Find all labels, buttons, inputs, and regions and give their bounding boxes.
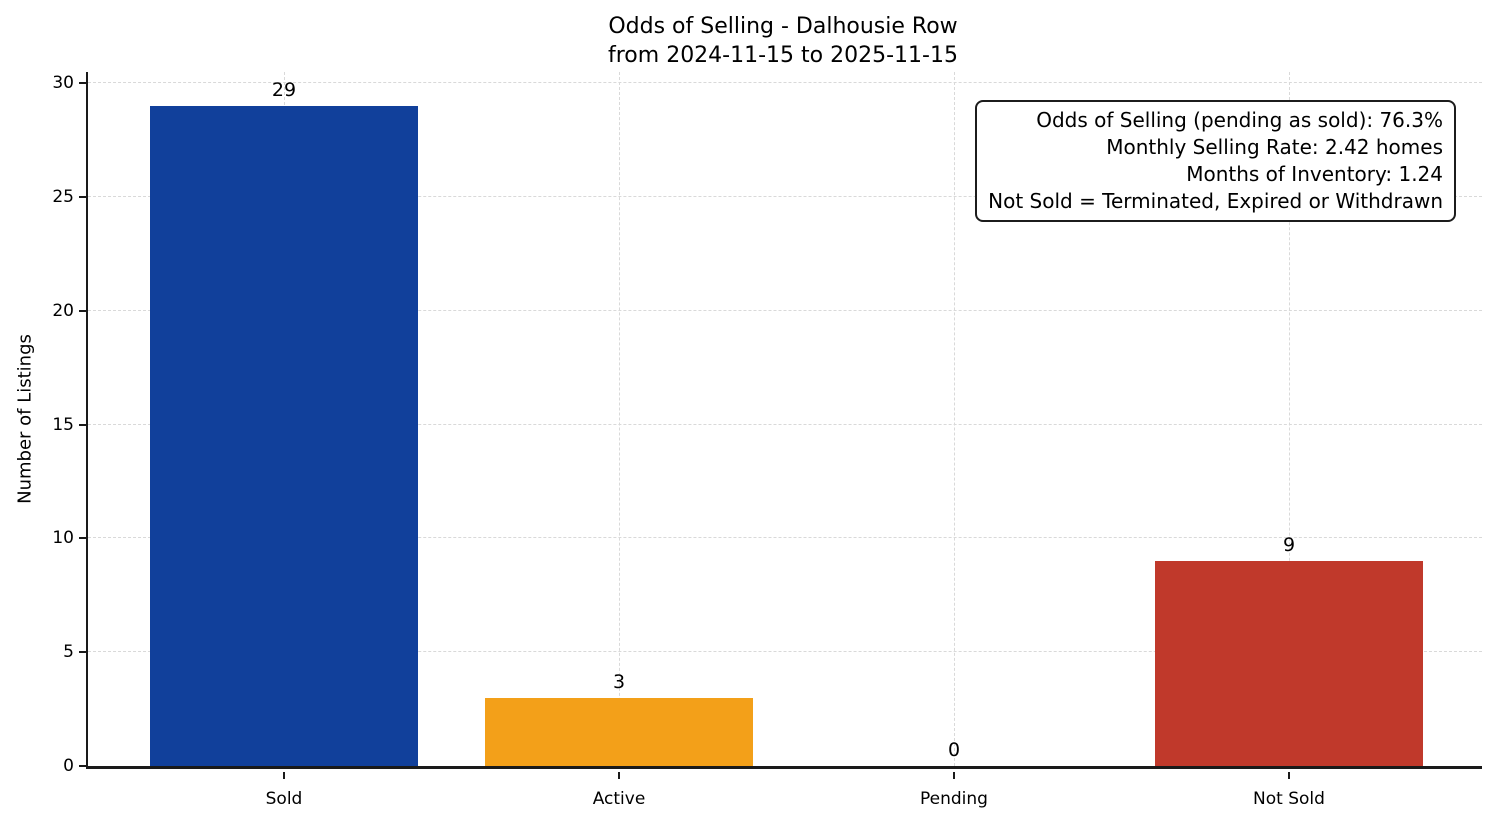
y-tick-label: 10: [52, 528, 74, 549]
gridline-vertical: [954, 72, 955, 766]
gridline-horizontal: [88, 196, 1482, 198]
bar-active: [485, 697, 753, 766]
annotation-line-inventory: Months of Inventory: 1.24: [1186, 162, 1443, 186]
y-tick-label: 20: [52, 300, 74, 321]
chart-subtitle: from 2024-11-15 to 2025-11-15: [608, 43, 958, 68]
bar-value-label: 0: [947, 739, 961, 761]
x-tick-label: Not Sold: [1253, 789, 1325, 809]
gridline-horizontal: [88, 651, 1482, 653]
y-tick-mark: [79, 423, 86, 426]
chart-title: Odds of Selling - Dalhousie Row: [608, 14, 958, 39]
annotation-line-monthly-rate: Monthly Selling Rate: 2.42 homes: [1106, 135, 1443, 159]
x-tick-label: Pending: [920, 789, 988, 809]
bar-sold: [150, 106, 418, 766]
bar-value-label: 3: [612, 670, 626, 693]
chart-title-block: Odds of Selling - Dalhousie Row from 202…: [86, 12, 1480, 70]
gridline-horizontal: [88, 309, 1482, 311]
gridline-horizontal: [88, 423, 1482, 425]
x-tick-mark: [953, 772, 955, 779]
y-tick-mark: [79, 765, 86, 767]
annotation-line-not-sold-note: Not Sold = Terminated, Expired or Withdr…: [988, 189, 1443, 213]
bar-value-label: 29: [271, 79, 297, 102]
y-tick-mark: [79, 82, 86, 85]
y-tick-label: 15: [52, 414, 74, 435]
stats-annotation-box: Odds of Selling (pending as sold): 76.3%…: [975, 100, 1456, 222]
gridline-vertical: [619, 72, 620, 766]
y-tick-mark: [79, 309, 86, 312]
annotation-line-odds: Odds of Selling (pending as sold): 76.3%: [1036, 108, 1443, 132]
bar-value-label: 9: [1282, 534, 1296, 557]
x-tick-mark: [1288, 772, 1290, 779]
gridline-vertical: [1289, 72, 1290, 766]
y-tick-label: 5: [63, 642, 74, 663]
y-tick-mark: [79, 651, 86, 654]
x-tick-mark: [283, 772, 285, 779]
y-tick-mark: [79, 537, 86, 540]
gridline-horizontal: [88, 82, 1482, 84]
y-tick-label: 30: [52, 73, 74, 94]
x-tick-label: Active: [592, 789, 646, 809]
y-tick-label: 0: [63, 756, 74, 776]
gridline-horizontal: [88, 537, 1482, 539]
x-tick-mark: [618, 772, 620, 779]
x-tick-label: Sold: [265, 789, 303, 809]
plot-area: 0 5 10 15 20 25 30 29 Sold 3 Active 0 Pending 9 Not So…: [52, 72, 1482, 809]
y-tick-mark: [79, 196, 86, 199]
y-tick-label: 25: [52, 187, 74, 208]
bar-not-sold: [1155, 561, 1423, 766]
